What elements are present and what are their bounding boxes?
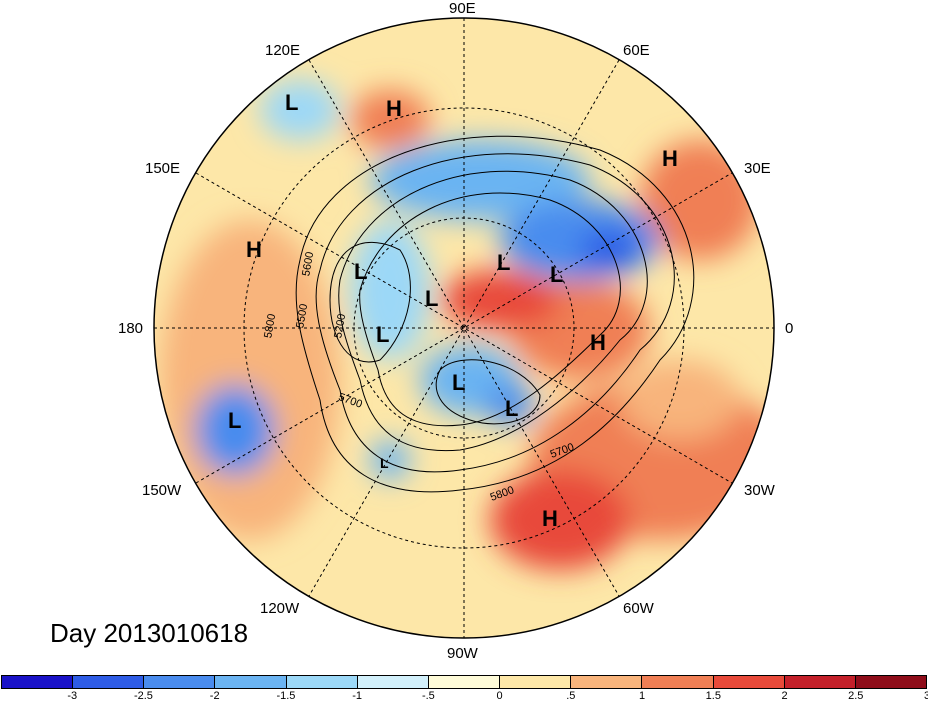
colorbar-cell — [784, 676, 856, 688]
lon-label-30e: 30E — [744, 160, 771, 177]
colorbar-cell — [73, 676, 145, 688]
colorbar-tick-label: 0 — [496, 690, 503, 702]
anomaly-field — [154, 18, 774, 638]
low-pressure-marker: L — [425, 286, 439, 311]
lon-label-150w: 150W — [142, 482, 182, 499]
low-pressure-marker: L — [354, 259, 368, 284]
low-pressure-marker: L — [380, 455, 389, 471]
colorbar-cell — [428, 676, 501, 688]
lon-label-90e: 90E — [449, 0, 476, 17]
high-pressure-marker: H — [662, 146, 678, 171]
polar-map — [153, 17, 775, 639]
graticule — [154, 18, 774, 638]
colorbar-tick-label: -2 — [209, 690, 220, 702]
high-pressure-marker: H — [542, 506, 558, 531]
height-contours — [295, 135, 695, 493]
low-pressure-marker: L — [550, 262, 564, 287]
colorbar-tick-label: .5 — [566, 690, 576, 702]
colorbar-tick-label: 2 — [781, 690, 788, 702]
lon-label-150e: 150E — [145, 160, 181, 177]
lon-label-30w: 30W — [744, 482, 775, 499]
low-pressure-marker: L — [505, 396, 519, 421]
low-pressure-marker: L — [228, 408, 242, 433]
low-pressure-marker: L — [376, 322, 390, 347]
date-label: Day 2013010618 — [50, 618, 249, 648]
high-pressure-marker: H — [246, 237, 262, 262]
map-boundary — [153, 17, 775, 639]
lon-label-60e: 60E — [623, 42, 650, 59]
colorbar-cell — [855, 676, 927, 688]
colorbar-cell — [713, 676, 785, 688]
lon-label-120e: 120E — [265, 42, 301, 59]
colorbar-tick-label: -3 — [67, 690, 78, 702]
low-pressure-marker: L — [285, 90, 299, 115]
colorbar-cell — [286, 676, 358, 688]
colorbar-cell — [642, 676, 714, 688]
colorbar-tick-label: 1 — [639, 690, 646, 702]
lon-label-60w: 60W — [623, 600, 654, 617]
colorbar-tick-label: -.5 — [421, 690, 435, 702]
colorbar-cell — [144, 676, 216, 688]
low-pressure-marker: L — [497, 250, 511, 275]
colorbar-tick-label: 1.5 — [705, 690, 721, 702]
lon-label-0: 0 — [785, 320, 794, 337]
lon-label-90w: 90W — [447, 645, 478, 662]
colorbar-cell — [500, 676, 572, 688]
colorbar-cell — [2, 676, 74, 688]
high-pressure-marker: H — [386, 96, 402, 121]
colorbar-tick-label: 3 — [923, 690, 928, 702]
colorbar-cell — [571, 676, 643, 688]
low-pressure-marker: L — [452, 370, 466, 395]
colorbar-tick-label: 2.5 — [848, 690, 864, 702]
colorbar-tick-label: -1.5 — [276, 690, 296, 702]
colorbar-tick-label: -2.5 — [133, 690, 153, 702]
colorbar-cell — [215, 676, 287, 688]
high-pressure-marker: H — [590, 330, 606, 355]
lon-label-120w: 120W — [260, 600, 300, 617]
colorbar-tick-label: -1 — [352, 690, 363, 702]
colorbar-cell — [357, 676, 429, 688]
lon-label-180: 180 — [118, 320, 144, 337]
colorbar — [1, 675, 927, 689]
